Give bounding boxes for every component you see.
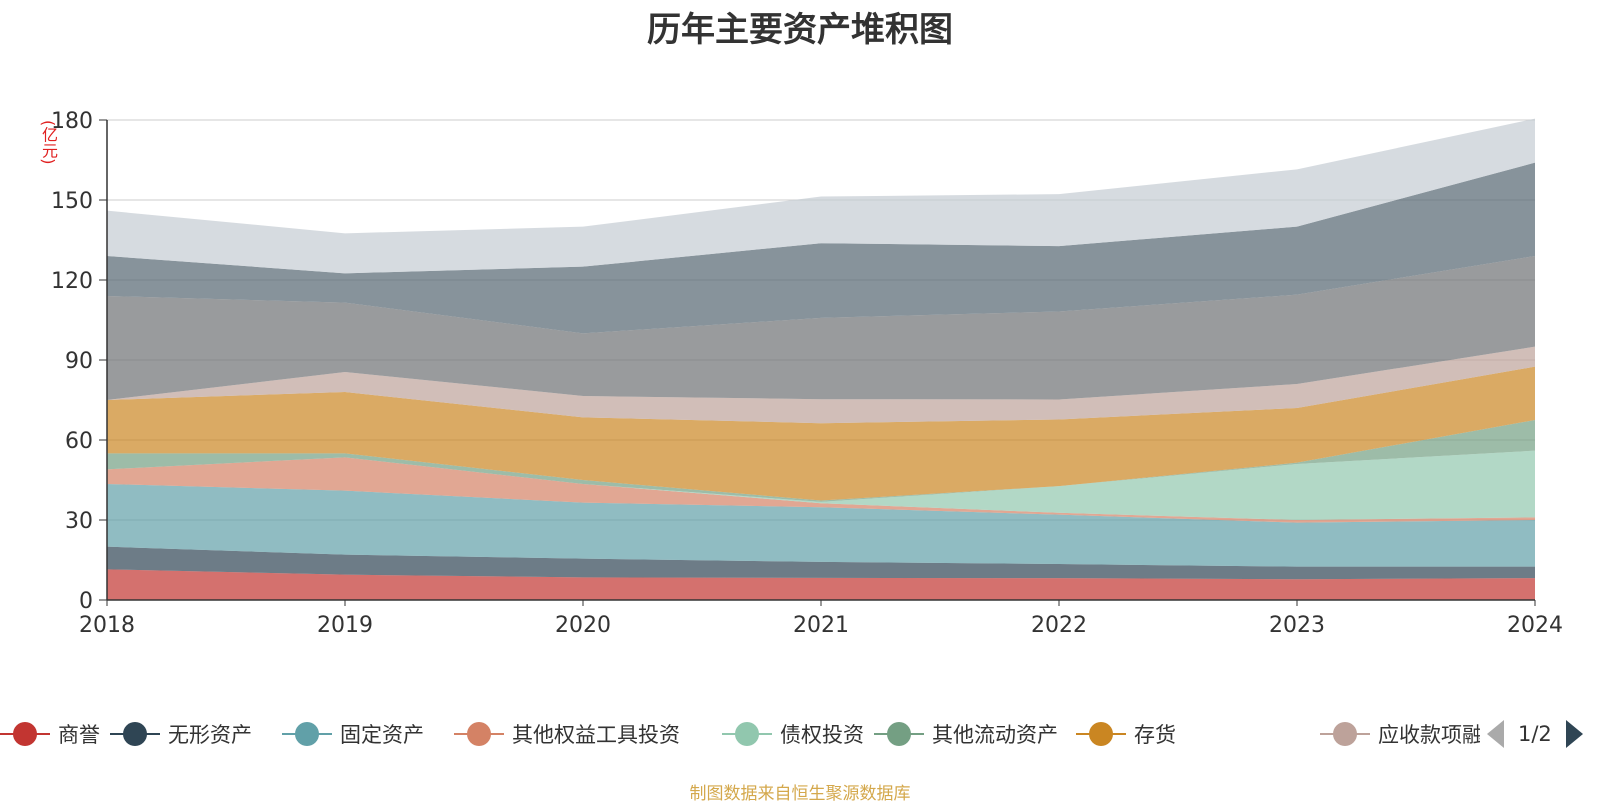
legend-pager: 1/2: [1487, 718, 1583, 750]
legend-marker-icon: [454, 721, 504, 747]
legend-item[interactable]: 无形资产: [110, 718, 252, 750]
axis-layer: 0 30 60 90 120 150 180 2018 2019 2020 2021 2022 2023…: [51, 109, 1563, 638]
legend-marker-icon: [282, 721, 332, 747]
x-tick-label: 2019: [317, 613, 373, 638]
area-series-货币资金: [107, 162, 1535, 334]
x-tick-label: 2024: [1507, 613, 1563, 638]
legend-marker-icon: [1320, 721, 1370, 747]
y-axis-unit: (亿元): [39, 120, 58, 165]
area-series-应收款项融资: [107, 346, 1535, 424]
legend-item[interactable]: 债权投资: [722, 718, 864, 750]
legend-next-page-icon[interactable]: [1565, 720, 1583, 748]
y-tick-label: 30: [65, 509, 93, 534]
area-series-存货: [107, 366, 1535, 501]
y-tick-label: 90: [65, 349, 93, 374]
x-tick-label: 2018: [79, 613, 135, 638]
x-tick-label: 2020: [555, 613, 611, 638]
legend-item[interactable]: 其他流动资产: [874, 718, 1058, 750]
legend: 商誉 无形资产 固定资产 其他权益工具投资 债权投资 其他流动资产 存货 应收款项融资: [0, 718, 1600, 750]
y-tick-label: 180: [51, 109, 93, 134]
legend-label: 存货: [1134, 723, 1176, 747]
x-tick-label: 2022: [1031, 613, 1087, 638]
legend-label: 应收款项融资: [1378, 723, 1480, 747]
legend-item[interactable]: 商誉: [0, 718, 100, 750]
area-series-无形资产: [107, 546, 1535, 580]
area-series-债权投资: [107, 450, 1535, 520]
legend-marker-icon: [110, 721, 160, 747]
legend-label: 商誉: [58, 723, 100, 747]
area-series-其他: [107, 118, 1535, 274]
area-series-固定资产: [107, 484, 1535, 567]
legend-marker-icon: [0, 721, 50, 747]
legend-overflow-clip: 应收款项融资: [1320, 718, 1480, 750]
y-tick-label: 120: [51, 269, 93, 294]
legend-marker-icon: [722, 721, 772, 747]
legend-item[interactable]: 固定资产: [282, 718, 424, 750]
legend-label: 固定资产: [340, 723, 424, 747]
area-layer: [107, 118, 1535, 600]
y-tick-label: 150: [51, 189, 93, 214]
legend-label: 其他流动资产: [932, 723, 1058, 747]
legend-label: 无形资产: [168, 723, 252, 747]
legend-prev-page-icon[interactable]: [1487, 720, 1504, 748]
legend-label: 其他权益工具投资: [512, 723, 680, 747]
area-series-商誉: [107, 569, 1535, 600]
y-tick-label: 0: [79, 589, 93, 614]
legend-item[interactable]: 应收款项融资: [1320, 718, 1480, 750]
area-series-其他权益工具投资: [107, 457, 1535, 523]
area-series-应收账款: [107, 256, 1535, 400]
chart-title: 历年主要资产堆积图: [647, 10, 953, 50]
x-tick-label: 2023: [1269, 613, 1325, 638]
legend-label: 债权投资: [780, 723, 864, 747]
legend-item[interactable]: 存货: [1076, 718, 1176, 750]
legend-item[interactable]: 其他权益工具投资: [454, 718, 680, 750]
source-note: 制图数据来自恒生聚源数据库: [689, 784, 911, 804]
legend-marker-icon: [1076, 721, 1126, 747]
legend-page-indicator: 1/2: [1518, 722, 1552, 746]
y-tick-label: 60: [65, 429, 93, 454]
x-tick-label: 2021: [793, 613, 849, 638]
area-series-其他流动资产: [107, 420, 1535, 502]
legend-marker-icon: [874, 721, 924, 747]
